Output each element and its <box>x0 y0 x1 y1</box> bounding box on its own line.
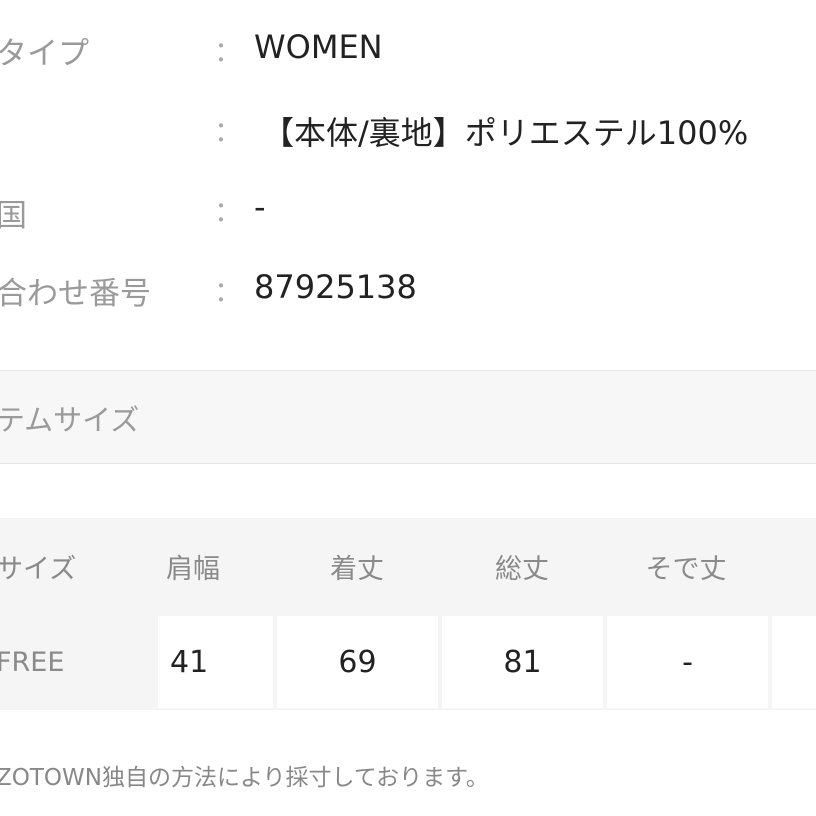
detail-label: タイプ <box>0 36 89 72</box>
detail-value: 【本体/裏地】ポリエステル100% <box>262 114 749 152</box>
row-size: FREE <box>0 647 65 678</box>
size-table-header: サイズ 肩幅 着丈 総丈 そで丈 <box>0 518 816 615</box>
detail-label: 国 <box>0 198 27 234</box>
header-shoulder: 肩幅 <box>166 554 220 585</box>
cell-length: 69 <box>277 616 438 708</box>
table-row: FREE 41 69 81 - <box>0 615 816 710</box>
detail-value: 87925138 <box>254 268 417 306</box>
section-header: テムサイズ <box>0 370 816 464</box>
detail-colon: ： <box>214 35 243 68</box>
detail-colon: ： <box>214 195 243 228</box>
detail-label: 合わせ番号 <box>0 276 151 312</box>
cell-shoulder: 41 <box>158 616 273 708</box>
cell-total-length: 81 <box>442 616 603 708</box>
detail-colon: ： <box>214 275 243 308</box>
measurement-note: ZOTOWN独自の方法により採寸しております。 <box>0 765 489 791</box>
detail-value: WOMEN <box>254 28 383 66</box>
cell-extra <box>772 616 816 708</box>
header-size: サイズ <box>0 554 77 585</box>
detail-value: - <box>254 188 266 226</box>
section-title: テムサイズ <box>0 403 140 437</box>
header-length: 着丈 <box>330 554 384 585</box>
cell-sleeve: - <box>607 616 768 708</box>
detail-colon: ： <box>214 115 243 148</box>
header-sleeve: そで丈 <box>645 554 727 585</box>
header-total-length: 総丈 <box>495 554 549 585</box>
